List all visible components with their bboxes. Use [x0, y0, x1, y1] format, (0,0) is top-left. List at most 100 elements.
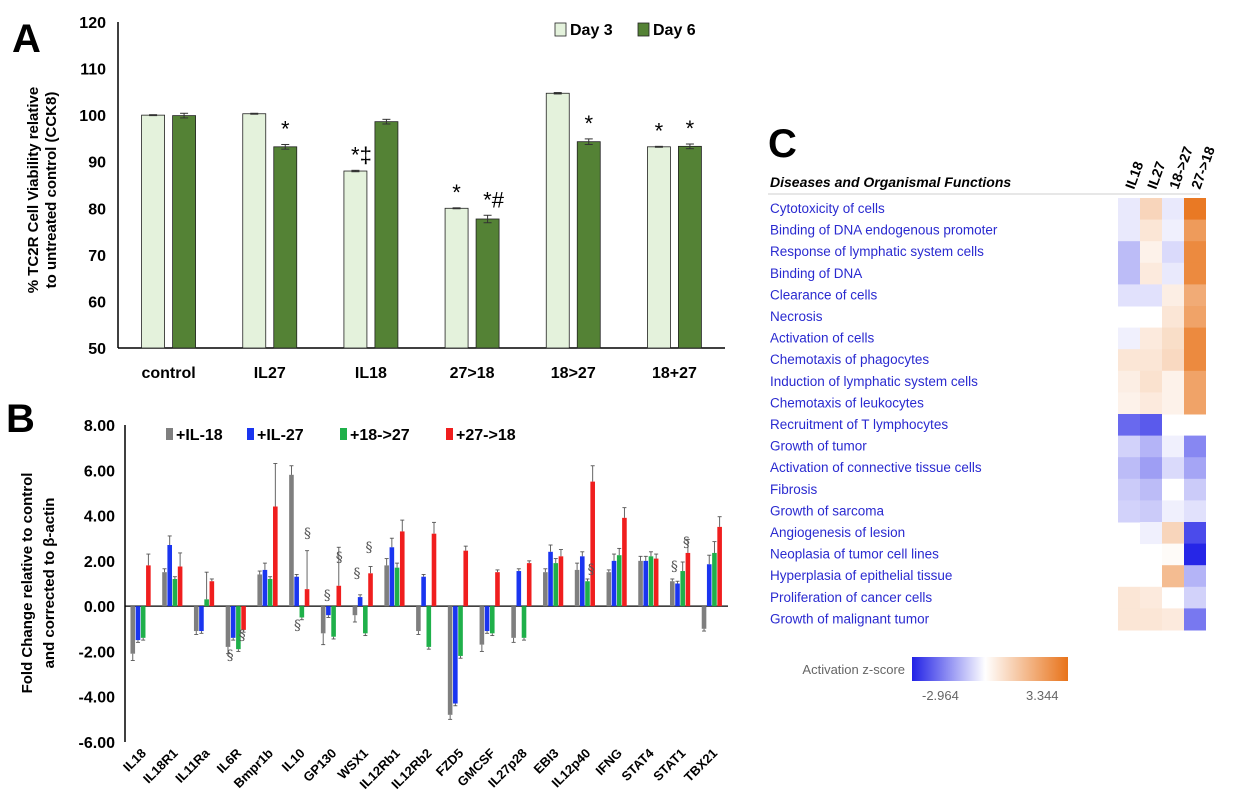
heatmap-cell: [1184, 457, 1206, 480]
heatmap-cell: [1184, 198, 1206, 221]
heatmap-row-label: Neoplasia of tumor cell lines: [770, 547, 939, 562]
heatmap-cell: [1118, 262, 1140, 285]
panel-b-legend-label: +IL-27: [257, 427, 304, 444]
heatmap-row-label: Angiogenesis of lesion: [770, 525, 905, 540]
panel-b-bar: [225, 606, 231, 647]
panel-b-chart: 8.006.004.002.000.00-2.00-4.00-6.00IL18I…: [79, 418, 728, 792]
panel-b-bar: [389, 547, 395, 607]
heatmap-cell: [1162, 565, 1184, 588]
panel-a-significance-mark: *: [452, 180, 461, 205]
heatmap-cell: [1118, 370, 1140, 393]
panel-b-bar: [622, 517, 627, 607]
panel-b-legend-label: +18->27: [350, 427, 410, 444]
panel-b-bar: [653, 558, 659, 607]
panel-b-section-mark: §: [304, 526, 311, 542]
panel-b-bar: [712, 552, 717, 607]
panel-b-bar: [384, 565, 389, 607]
heatmap-cell: [1184, 608, 1206, 631]
heatmap-cell: [1162, 608, 1184, 631]
heatmap-cell: [1118, 478, 1140, 501]
panel-a-bar: [242, 113, 267, 349]
heatmap-cell: [1184, 478, 1206, 501]
heatmap-cell: [1184, 586, 1206, 609]
heatmap-row-label: Chemotaxis of phagocytes: [770, 352, 929, 367]
panel-b-bar: [675, 583, 680, 607]
heatmap-cell: [1162, 370, 1184, 393]
panel-c-heatmap: Cytotoxicity of cells Binding of DNA endo…: [768, 144, 1218, 703]
heatmap-cell: [1162, 392, 1184, 415]
heatmap-row-label: Activation of cells: [770, 331, 875, 346]
panel-a-bar: [545, 92, 570, 349]
panel-a-significance-mark: *: [686, 116, 695, 141]
heatmap-cell: [1118, 284, 1140, 307]
panel-b-bar: [521, 606, 527, 638]
heatmap-cell: [1184, 306, 1206, 329]
panel-b-legend-swatch: [166, 428, 173, 440]
panel-b-y-tick-label: 4.00: [84, 509, 115, 526]
heatmap-cell: [1184, 241, 1206, 264]
heatmap-row-label: Clearance of cells: [770, 287, 878, 302]
panel-b-section-mark: §: [294, 618, 301, 634]
heatmap-cell: [1162, 457, 1184, 480]
panel-a-bar: [475, 218, 500, 349]
heatmap-cell: [1162, 198, 1184, 221]
heatmap-cell: [1140, 241, 1162, 264]
panel-b-x-tick-label: TBX21: [681, 746, 720, 785]
heatmap-cell: [1140, 349, 1162, 372]
heatmap-row-label: Hyperplasia of epithelial tissue: [770, 568, 952, 583]
panel-b-bar: [135, 606, 141, 641]
panel-b-section-mark: §: [354, 566, 361, 582]
panel-b-bar: [204, 599, 209, 607]
panel-b-bar: [326, 606, 331, 616]
panel-b-bar: [458, 606, 463, 656]
heatmap-cell: [1184, 327, 1206, 350]
heatmap-cell: [1140, 586, 1162, 609]
panel-b-bar: [177, 566, 183, 607]
heatmap-row-label: Necrosis: [770, 309, 823, 324]
panel-b-bar: [516, 571, 522, 607]
panel-b-bar: [172, 578, 178, 607]
panel-b-bar: [140, 606, 146, 638]
panel-b-letter: B: [6, 397, 35, 441]
panel-a-x-tick-label: 18>27: [551, 365, 596, 382]
panel-b-bar: [294, 576, 299, 607]
heatmap-cell: [1140, 392, 1162, 415]
panel-b-bar: [590, 481, 595, 607]
panel-b-y-tick-label: 6.00: [84, 463, 115, 480]
panel-b-x-tick-label: STAT1: [650, 746, 688, 784]
heatmap-cell: [1118, 608, 1140, 631]
panel-b-bar: [685, 552, 691, 607]
panel-a-bar: [678, 145, 702, 349]
panel-b-section-mark: §: [239, 628, 246, 644]
panel-b-bar: [352, 606, 358, 616]
heatmap-cell: [1162, 543, 1184, 566]
heatmap-row-label: Chemotaxis of leukocytes: [770, 395, 924, 410]
panel-b-bar: [262, 569, 268, 607]
panel-b-bar: [680, 571, 685, 607]
panel-a-y-tick-label: 60: [88, 294, 106, 311]
panel-a-x-tick-label: 27>18: [450, 365, 495, 382]
panel-b-bar: [257, 574, 263, 607]
heatmap-cell: [1140, 370, 1162, 393]
heatmap-cell: [1140, 457, 1162, 480]
panel-b-bar: [585, 581, 590, 607]
panel-a-significance-mark: *#: [483, 187, 505, 212]
panel-b-section-mark: §: [336, 550, 343, 566]
panel-b-bar: [479, 606, 485, 645]
panel-b-bar: [558, 556, 564, 607]
panel-b-bar: [416, 606, 421, 632]
panel-a-significance-mark: *: [281, 116, 290, 141]
panel-b-bar: [431, 533, 437, 607]
panel-a-letter: A: [12, 17, 41, 61]
heatmap-cell: [1118, 414, 1140, 437]
heatmap-cell: [1184, 349, 1206, 372]
heatmap-cell: [1140, 608, 1162, 631]
panel-b-bar: [193, 606, 199, 632]
panel-a-significance-mark: *: [584, 111, 593, 136]
panel-b-bar: [553, 563, 559, 607]
panel-b-section-mark: §: [227, 648, 234, 664]
panel-a-bar: [343, 170, 368, 349]
panel-b-bar: [495, 572, 500, 607]
panel-b-bar: [489, 606, 495, 634]
panel-b-y-tick-label: 2.00: [84, 554, 115, 571]
